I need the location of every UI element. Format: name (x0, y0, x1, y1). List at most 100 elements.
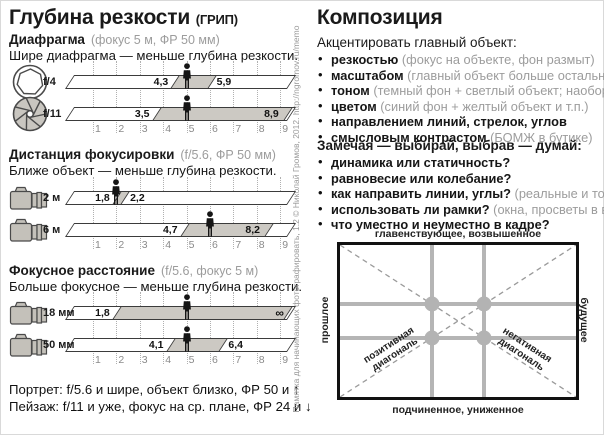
bullet-item: масштабом (главный объект больше остальн… (317, 68, 604, 84)
gridline (163, 177, 164, 249)
far-limit-label: 6,4 (228, 339, 243, 351)
dof-region (112, 307, 292, 319)
gridline (116, 61, 117, 133)
tick-label: 5 (189, 239, 195, 251)
gridline (93, 177, 94, 249)
tick-label: 1 (95, 239, 101, 251)
tick-label: 6 (212, 239, 218, 251)
dof-region (166, 339, 228, 351)
section-heading-aperture: Диафрагма(фокус 5 м, ФР 50 мм) (9, 32, 220, 47)
person-icon (182, 326, 192, 352)
far-limit-label: 5,9 (217, 76, 232, 88)
tick-label: 1 (95, 123, 101, 135)
gridline (210, 61, 211, 133)
bullet-term: направлением линий, стрелок, углов (331, 114, 567, 129)
bullet-item: тоном (темный фон + светлый объект; наоб… (317, 83, 604, 99)
bullet-item: использовать ли рамки? (окна, просветы в… (317, 202, 604, 218)
gridline (257, 292, 258, 364)
intersection-dot (425, 297, 440, 312)
row-label: f/4 (43, 76, 89, 88)
tick-label: 7 (235, 354, 241, 366)
tick-label: 6 (212, 354, 218, 366)
far-limit-label: 8,9 (239, 108, 279, 120)
dof-title: Глубина резкости (ГРИП) (9, 6, 238, 30)
intersection-dot (477, 297, 492, 312)
think-list: динамика или статичность?равновесие или … (317, 155, 604, 233)
person-icon (205, 211, 215, 237)
bullet-note: (главный объект больше остальных) (404, 68, 604, 83)
frame-right-label: будущее (578, 270, 590, 370)
near-limit-label: 1,8 (70, 307, 110, 319)
bullet-term: цветом (331, 99, 377, 114)
copyright-text: Памятка для начинающих фотографировать, … (291, 25, 301, 412)
tick-label: 5 (189, 354, 195, 366)
frame-left-label: прошлое (319, 270, 331, 370)
section-heading-distance: Дистанция фокусировки(f/5.6, ФР 50 мм) (9, 147, 276, 162)
gridline (93, 292, 94, 364)
dof-bar (65, 338, 296, 352)
tick-label: 2 (118, 123, 124, 135)
tick-label: 3 (142, 354, 148, 366)
dof-bar (65, 75, 296, 89)
bullet-item: цветом (синий фон + желтый объект и т.п.… (317, 99, 604, 115)
accent-heading: Акцентировать главный объект: (317, 35, 517, 50)
bullet-note: (синий фон + желтый объект и т.п.) (377, 99, 589, 114)
dof-panel: Глубина резкости (ГРИП) Диафрагма(фокус … (9, 1, 301, 436)
bullet-term: масштабом (331, 68, 404, 83)
bullet-term: использовать ли рамки? (331, 202, 490, 217)
gridline (163, 292, 164, 364)
gridline (280, 61, 281, 133)
dof-title-text: Глубина резкости (9, 6, 190, 29)
gridline (233, 292, 234, 364)
section-heading-focal: Фокусное расстояние(f/5.6, фокус 5 м) (9, 263, 258, 278)
row-label: 50 мм (43, 339, 89, 351)
tick-label: 8 (259, 354, 265, 366)
far-limit-label: ∞ (268, 306, 292, 320)
bullet-term: тоном (331, 83, 370, 98)
tick-label: 3 (142, 239, 148, 251)
near-limit-label: 4,1 (124, 339, 164, 351)
bullet-note: (темный фон + светлый объект; наоборот) (370, 83, 604, 98)
tick-label: 4 (165, 123, 171, 135)
gridline (116, 292, 117, 364)
gridline (140, 292, 141, 364)
bullet-item: резкостью (фокус на объекте, фон размыт) (317, 52, 604, 68)
tick-label: 7 (235, 123, 241, 135)
tick-label: 4 (165, 354, 171, 366)
copyright-strip: Памятка для начинающих фотографировать, … (287, 1, 305, 436)
gridline (210, 292, 211, 364)
gridline (93, 61, 94, 133)
far-limit-label: 2,2 (130, 192, 145, 204)
section-rule-distance: Ближе объект — меньше глубина резкости. (9, 163, 277, 178)
tick-label: 9 (282, 239, 288, 251)
bullet-note: (фокус на объекте, фон размыт) (398, 52, 594, 67)
tick-label: 9 (282, 354, 288, 366)
tick-label: 8 (259, 239, 265, 251)
gridline (140, 177, 141, 249)
frame-bottom-label: подчиненное, униженное (317, 404, 599, 416)
far-limit-label: 8,2 (220, 224, 260, 236)
row-label: f/11 (43, 108, 89, 120)
composition-panel: Композиция Акцентировать главный объект:… (317, 1, 601, 436)
dof-title-note: (ГРИП) (196, 12, 238, 27)
gridline (233, 177, 234, 249)
gridline (187, 177, 188, 249)
person-icon (111, 179, 121, 205)
gridline (280, 292, 281, 364)
tick-label: 5 (189, 123, 195, 135)
bullet-term: динамика или статичность? (331, 155, 510, 170)
think-heading: Замечая — выбирай, выбрав — думай: (317, 138, 582, 153)
composition-title: Композиция (317, 6, 443, 30)
tick-label: 2 (118, 239, 124, 251)
bullet-note: (реальные и тоновые) (511, 186, 604, 201)
portrait-tip: Портрет: f/5.6 и шире, объект близко, ФР… (9, 382, 300, 397)
bullet-item: равновесие или колебание? (317, 171, 604, 187)
frame-top-label: главенствующее, возвышенное (317, 228, 599, 240)
near-limit-label: 3,5 (110, 108, 150, 120)
gridline (257, 177, 258, 249)
accent-list: резкостью (фокус на объекте, фон размыт)… (317, 52, 604, 146)
bullet-note: (окна, просветы в ветвях) (490, 202, 604, 217)
